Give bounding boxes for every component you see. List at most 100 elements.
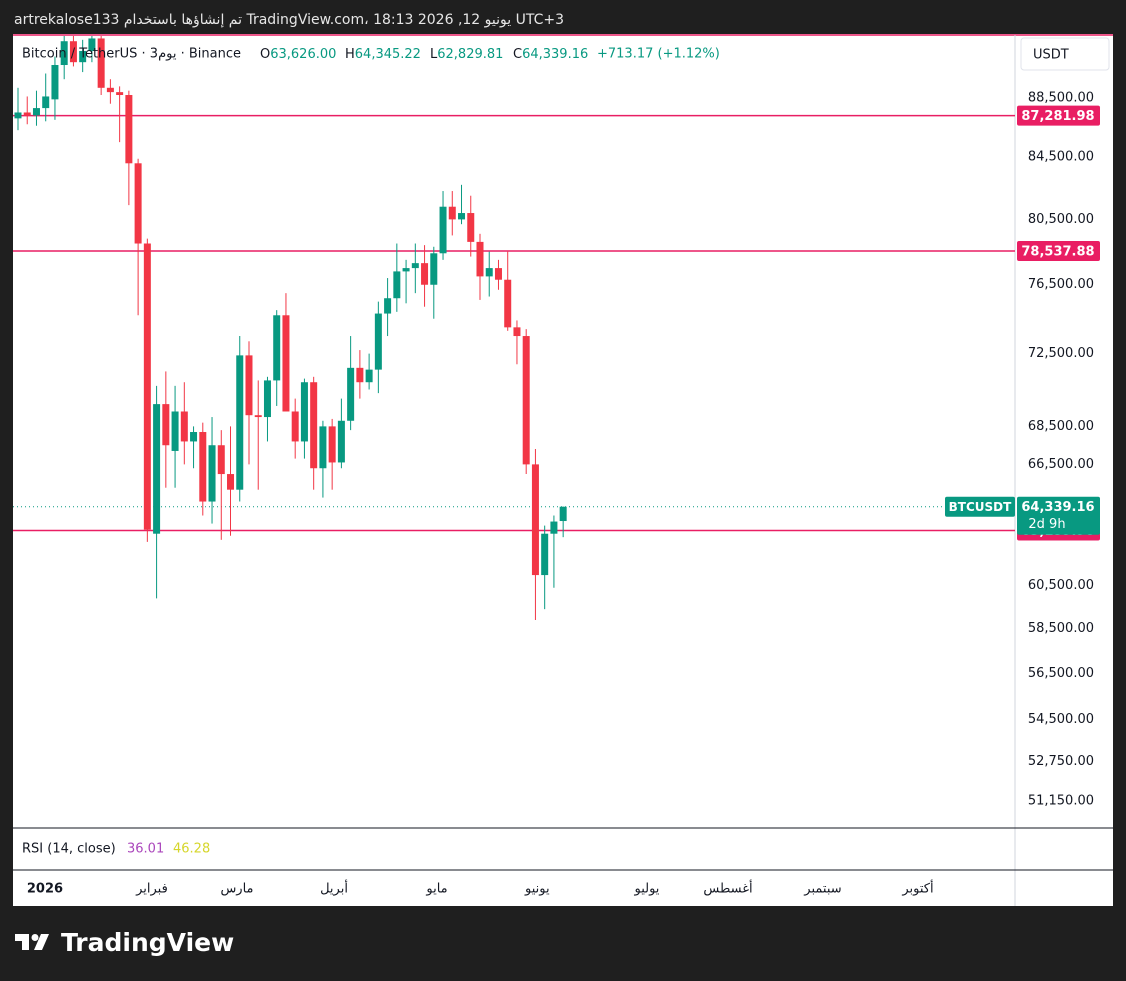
- currency-box[interactable]: [1020, 37, 1110, 71]
- candle-body: [356, 367, 364, 383]
- ohlc-item: H64,345.22: [345, 47, 421, 62]
- candle-body: [550, 521, 558, 534]
- last-price-box: [1017, 496, 1100, 535]
- candle-body: [421, 263, 429, 285]
- candle-body: [23, 112, 31, 116]
- candle-body: [134, 163, 142, 244]
- candle-body: [273, 315, 281, 381]
- candle-body: [254, 415, 262, 418]
- price-label: 87,281.98: [1021, 109, 1094, 124]
- ohlc-key: O: [260, 47, 270, 62]
- candle-body: [208, 445, 216, 502]
- rsi-value: 46.28: [173, 842, 210, 857]
- candle-body: [97, 38, 105, 88]
- candle-body: [531, 464, 539, 576]
- candle-body: [69, 41, 77, 63]
- rsi-value: 36.01: [127, 842, 164, 857]
- ohlc-key: L: [430, 47, 438, 62]
- y-tick-label: 58,500.00: [1028, 621, 1094, 636]
- x-tick-label: يونيو: [524, 882, 550, 897]
- countdown-label: 2d 9h: [1028, 517, 1065, 532]
- last-price-label: 64,339.16: [1021, 500, 1094, 515]
- y-tick-label: 72,500.00: [1028, 346, 1094, 361]
- y-tick-label: 56,500.00: [1028, 666, 1094, 681]
- y-tick-label: 66,500.00: [1028, 457, 1094, 472]
- candle-body: [504, 279, 512, 328]
- symbol-box: [945, 496, 1015, 517]
- candle-body: [42, 96, 50, 109]
- rsi-title: RSI (14, close): [22, 842, 116, 857]
- x-tick-label: يوليو: [633, 882, 659, 897]
- candle-body: [319, 426, 327, 469]
- logo-text: TradingView: [61, 928, 234, 957]
- ohlc-item: L62,829.81: [430, 47, 503, 62]
- candle-body: [328, 426, 336, 463]
- symbol-tag: BTCUSDT: [949, 500, 1012, 514]
- candle-body: [14, 112, 22, 119]
- candle-body: [32, 108, 40, 116]
- x-tick-label: أغسطس: [703, 880, 752, 897]
- candle-body: [106, 87, 114, 93]
- ohlc-item: C64,339.16: [513, 47, 588, 62]
- candle-body: [559, 506, 567, 522]
- candle-body: [245, 355, 253, 416]
- candle-body: [60, 41, 68, 66]
- candle-body: [467, 213, 475, 242]
- logo-icon: [31, 934, 39, 941]
- y-tick-label: 84,500.00: [1028, 150, 1094, 165]
- price-label-box: [1017, 241, 1100, 262]
- candle-body: [439, 206, 447, 254]
- candle-body: [337, 420, 345, 463]
- logo: TradingView: [15, 928, 234, 957]
- candle-body: [180, 411, 188, 442]
- y-tick-label: 52,750.00: [1028, 754, 1094, 769]
- symbol-label: Bitcoin / TetherUS · 3يوم · Binance: [22, 47, 241, 62]
- candle-body: [143, 243, 151, 530]
- candle-body: [217, 445, 225, 475]
- candle-body: [411, 263, 419, 269]
- candle-body: [513, 327, 521, 337]
- candle-body: [79, 50, 87, 63]
- logo-icon: [15, 934, 29, 950]
- x-tick-label: 2026: [27, 882, 63, 897]
- candle-body: [402, 268, 410, 272]
- candle-body: [393, 271, 401, 299]
- candle-body: [522, 336, 530, 465]
- candle-body: [227, 474, 235, 490]
- candle-body: [199, 432, 207, 502]
- candle-body: [263, 380, 271, 418]
- ohlc-value: 64,339.16: [522, 47, 588, 62]
- ohlc-value: 63,626.00: [270, 47, 336, 62]
- y-tick-label: 51,150.00: [1028, 793, 1094, 808]
- x-tick-label: أبريل: [320, 880, 348, 897]
- candle-body: [384, 298, 392, 314]
- candle-body: [448, 206, 456, 220]
- candle-body: [476, 241, 484, 277]
- candle-body: [236, 355, 244, 490]
- y-tick-label: 60,500.00: [1028, 578, 1094, 593]
- candle-body: [51, 65, 59, 100]
- ohlc-key: H: [345, 47, 355, 62]
- x-tick-label: مارس: [220, 882, 253, 897]
- change-label: +713.17 (+1.12%): [597, 47, 720, 62]
- candle-body: [291, 411, 299, 442]
- candle-body: [125, 95, 133, 164]
- currency-label[interactable]: USDT: [1033, 48, 1069, 63]
- x-tick-label: مايو: [425, 882, 447, 897]
- candle-body: [347, 367, 355, 421]
- plot-area: [13, 36, 1015, 620]
- candle-body: [430, 253, 438, 285]
- candle-body: [190, 432, 198, 442]
- chart-panel: [13, 34, 1113, 906]
- x-tick-label: سبتمبر: [803, 882, 841, 897]
- candle-body: [116, 92, 124, 96]
- caption: artrekalose133 تم إنشاؤها باستخدام Tradi…: [14, 12, 564, 28]
- ohlc-value: 62,829.81: [437, 47, 503, 62]
- price-label: 78,537.88: [1021, 245, 1094, 260]
- candle-body: [485, 268, 493, 277]
- candle-body: [88, 38, 96, 51]
- candle-body: [300, 382, 308, 442]
- candle-body: [458, 213, 466, 220]
- y-tick-label: 68,500.00: [1028, 419, 1094, 434]
- candle-body: [310, 382, 318, 469]
